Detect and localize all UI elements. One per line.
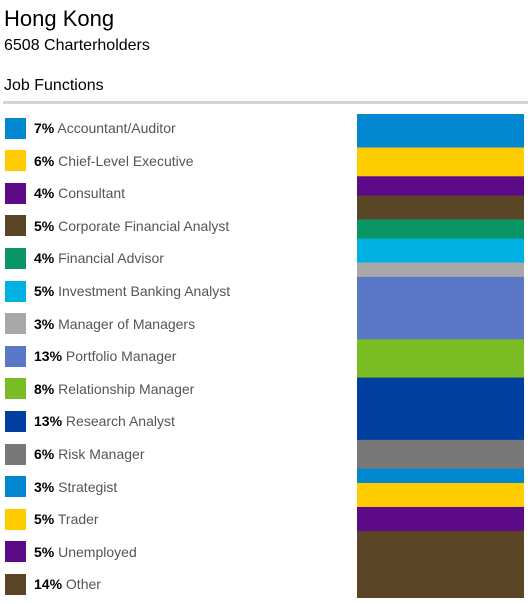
legend-swatch <box>5 247 26 269</box>
legend-item: 4% Financial Advisor <box>5 247 164 269</box>
legend-swatch <box>5 280 26 302</box>
legend-category: Accountant/Auditor <box>54 120 176 136</box>
legend-item: 6% Risk Manager <box>5 443 145 465</box>
legend-item: 4% Consultant <box>5 182 125 204</box>
legend-category: Investment Banking Analyst <box>54 283 231 299</box>
bar-segment <box>357 468 524 484</box>
chart-legend: 7% Accountant/Auditor 6% Chief-Level Exec… <box>5 117 230 595</box>
legend-category: Chief-Level Executive <box>54 152 194 169</box>
legend-category: Relationship Manager <box>54 380 195 397</box>
legend-category: Research Analyst <box>62 413 175 430</box>
section-heading: Job Functions <box>4 77 104 94</box>
legend-percent: 3% <box>34 315 55 332</box>
bar-segment <box>357 176 524 196</box>
legend-swatch <box>5 573 26 595</box>
legend-item: 5% Unemployed <box>5 541 137 563</box>
legend-item: 7% Accountant/Auditor <box>5 117 176 139</box>
legend-swatch <box>5 215 26 237</box>
bar-segment <box>357 339 524 378</box>
legend-label: 6% Chief-Level Executive <box>34 153 194 169</box>
legend-category: Strategist <box>54 478 118 495</box>
legend-category: Manager of Managers <box>54 315 196 332</box>
legend-swatch <box>5 345 26 367</box>
legend-percent: 14% <box>34 576 63 593</box>
bar-segment <box>357 377 524 441</box>
legend-item: 5% Corporate Financial Analyst <box>5 215 229 237</box>
legend-category: Corporate Financial Analyst <box>54 217 230 234</box>
legend-item: 13% Portfolio Manager <box>5 345 176 367</box>
legend-swatch <box>5 476 26 498</box>
bar-segment <box>357 262 524 278</box>
legend-label: 8% Relationship Manager <box>34 381 194 397</box>
legend-label: 5% Trader <box>34 511 99 527</box>
bar-segment <box>357 147 524 177</box>
legend-percent: 6% <box>34 446 55 462</box>
bar-segment <box>357 439 524 470</box>
legend-percent: 5% <box>34 217 55 234</box>
legend-item: 14% Other <box>5 573 101 595</box>
stacked-bar <box>357 114 524 598</box>
legend-item: 13% Research Analyst <box>5 410 175 432</box>
legend-percent: 13% <box>34 348 63 365</box>
bar-segment <box>357 482 524 508</box>
legend-swatch <box>5 508 26 530</box>
legend-percent: 13% <box>34 413 63 430</box>
bar-segment <box>357 238 524 263</box>
legend-category: Other <box>62 576 101 593</box>
legend-label: 13% Portfolio Manager <box>34 348 176 364</box>
legend-swatch <box>5 313 26 335</box>
legend-label: 4% Consultant <box>34 185 125 201</box>
legend-label: 3% Manager of Managers <box>34 316 195 332</box>
legend-percent: 8% <box>34 380 55 397</box>
bar-segment <box>357 195 524 220</box>
legend-swatch <box>5 378 26 400</box>
legend-swatch <box>5 410 26 432</box>
legend-percent: 3% <box>34 478 55 495</box>
legend-percent: 5% <box>34 543 55 560</box>
legend-percent: 5% <box>34 511 55 528</box>
legend-category: Trader <box>54 511 99 528</box>
bar-segment <box>357 530 524 598</box>
legend-label: 5% Investment Banking Analyst <box>34 283 230 299</box>
charterholder-count: 6508 Charterholders <box>4 37 150 54</box>
legend-percent: 7% <box>34 120 55 136</box>
legend-swatch <box>5 150 26 172</box>
legend-label: 14% Other <box>34 576 101 592</box>
legend-label: 13% Research Analyst <box>34 413 175 429</box>
legend-item: 6% Chief-Level Executive <box>5 150 194 172</box>
legend-label: 7% Accountant/Auditor <box>34 120 176 136</box>
bar-segment <box>357 506 524 532</box>
legend-percent: 6% <box>34 152 55 169</box>
bar-segment <box>357 114 524 148</box>
legend-percent: 4% <box>34 185 55 202</box>
legend-category: Consultant <box>54 185 126 202</box>
bar-segment <box>357 219 524 239</box>
legend-label: 5% Unemployed <box>34 544 137 560</box>
legend-label: 5% Corporate Financial Analyst <box>34 218 229 234</box>
legend-swatch <box>5 443 26 465</box>
legend-item: 3% Manager of Managers <box>5 313 195 335</box>
legend-item: 5% Trader <box>5 508 99 530</box>
legend-label: 4% Financial Advisor <box>34 250 164 266</box>
page-title: Hong Kong <box>4 6 115 31</box>
legend-item: 5% Investment Banking Analyst <box>5 280 230 302</box>
legend-category: Financial Advisor <box>54 250 164 267</box>
section-divider <box>3 101 528 104</box>
bar-segment <box>357 276 524 340</box>
legend-percent: 4% <box>34 250 55 267</box>
legend-item: 8% Relationship Manager <box>5 378 194 400</box>
legend-swatch <box>5 117 26 139</box>
legend-item: 3% Strategist <box>5 476 117 498</box>
legend-swatch <box>5 541 26 563</box>
legend-category: Risk Manager <box>54 446 145 462</box>
legend-percent: 5% <box>34 283 55 299</box>
legend-category: Unemployed <box>54 543 137 560</box>
legend-category: Portfolio Manager <box>62 348 177 365</box>
legend-swatch <box>5 182 26 204</box>
legend-label: 3% Strategist <box>34 479 117 495</box>
legend-label: 6% Risk Manager <box>34 446 145 462</box>
